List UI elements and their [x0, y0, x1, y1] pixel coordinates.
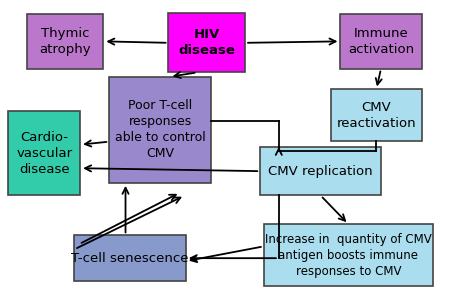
FancyBboxPatch shape [260, 147, 381, 195]
FancyBboxPatch shape [340, 14, 422, 69]
FancyBboxPatch shape [109, 77, 211, 183]
Text: Thymic
atrophy: Thymic atrophy [39, 27, 91, 56]
FancyBboxPatch shape [264, 224, 433, 286]
Text: Cardio-
vascular
disease: Cardio- vascular disease [16, 131, 73, 176]
FancyBboxPatch shape [331, 89, 422, 141]
Text: T-cell senescence: T-cell senescence [72, 252, 189, 265]
FancyBboxPatch shape [8, 111, 80, 195]
Text: Increase in  quantity of CMV
antigen boosts immune
responses to CMV: Increase in quantity of CMV antigen boos… [265, 233, 432, 278]
FancyBboxPatch shape [27, 14, 103, 69]
Text: Poor T-cell
responses
able to control
CMV: Poor T-cell responses able to control CM… [115, 99, 206, 160]
Text: HIV
disease: HIV disease [178, 28, 235, 57]
Text: CMV
reactivation: CMV reactivation [337, 101, 416, 130]
FancyBboxPatch shape [74, 235, 186, 281]
Text: CMV replication: CMV replication [268, 165, 373, 178]
Text: Immune
activation: Immune activation [348, 27, 414, 56]
FancyBboxPatch shape [168, 13, 245, 72]
